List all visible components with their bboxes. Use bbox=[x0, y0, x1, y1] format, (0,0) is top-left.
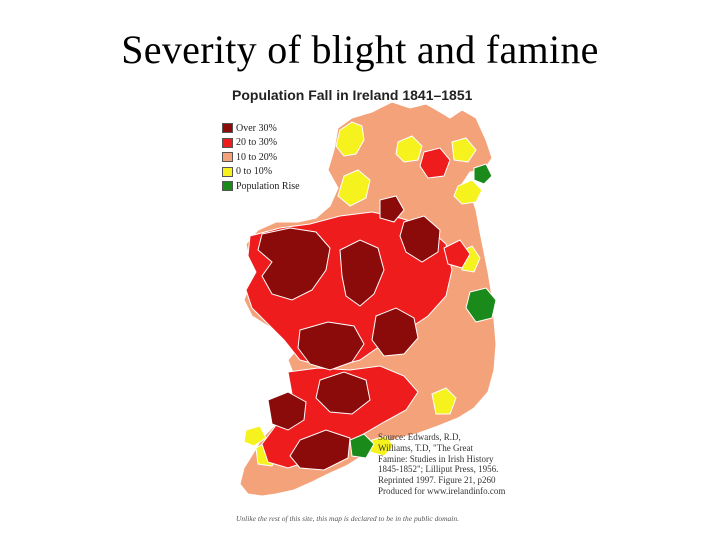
region-rise-cork-city bbox=[349, 433, 375, 459]
legend-swatch-0-10 bbox=[222, 166, 233, 177]
map-title: Population Fall in Ireland 1841–1851 bbox=[232, 87, 473, 103]
legend-item: Population Rise bbox=[222, 179, 300, 194]
map-legend: Over 30% 20 to 30% 10 to 20% 0 to 10% Po… bbox=[222, 121, 300, 194]
source-citation: Source: Edwards, R.D, Williams, T.D, "Th… bbox=[378, 432, 538, 497]
region-0-10-donegal-north bbox=[335, 121, 365, 157]
region-over-30-cavan bbox=[399, 215, 441, 263]
region-rise-dublin bbox=[465, 287, 497, 323]
source-line: Williams, T.D, "The Great bbox=[378, 442, 473, 453]
region-over-30-clare bbox=[297, 321, 365, 371]
legend-label: Population Rise bbox=[236, 180, 300, 192]
legend-label: 10 to 20% bbox=[236, 151, 278, 163]
legend-item: 20 to 30% bbox=[222, 136, 300, 151]
region-20-30-monaghan bbox=[443, 239, 471, 269]
region-0-10-wexford-north bbox=[431, 387, 457, 415]
legend-label: 0 to 10% bbox=[236, 166, 273, 178]
source-line: Produced for www.irelandinfo.com bbox=[378, 485, 506, 496]
legend-swatch-population-rise bbox=[222, 181, 233, 192]
region-0-10-belfast-lough bbox=[453, 179, 483, 205]
legend-swatch-20-30 bbox=[222, 137, 233, 148]
legend-item: 10 to 20% bbox=[222, 150, 300, 165]
region-0-10-donegal-west bbox=[337, 169, 371, 207]
public-domain-note: Unlike the rest of this site, this map i… bbox=[236, 514, 459, 523]
legend-label: 20 to 30% bbox=[236, 137, 278, 149]
region-over-30-mayo bbox=[257, 227, 331, 301]
region-0-10-derry bbox=[395, 135, 423, 163]
region-over-30-limerick bbox=[315, 371, 371, 415]
legend-swatch-10-20 bbox=[222, 152, 233, 163]
region-0-10-antrim bbox=[451, 137, 477, 163]
source-line: Reprinted 1997. Figure 21, p260 bbox=[378, 475, 496, 486]
region-0-10-west-cork bbox=[243, 425, 267, 447]
legend-swatch-over-30 bbox=[222, 123, 233, 134]
region-rise-belfast bbox=[473, 163, 493, 185]
legend-item: Over 30% bbox=[222, 121, 300, 136]
region-20-30-tyrone bbox=[419, 147, 451, 179]
legend-label: Over 30% bbox=[236, 122, 277, 134]
slide-title: Severity of blight and famine bbox=[121, 27, 599, 72]
region-over-30-roscommon bbox=[339, 239, 385, 307]
source-line: Famine: Studies in Irish History bbox=[378, 453, 494, 464]
region-over-30-kerry bbox=[267, 391, 307, 431]
source-line: Source: Edwards, R.D, bbox=[378, 432, 461, 442]
legend-item: 0 to 10% bbox=[222, 165, 300, 180]
region-over-30-cork bbox=[289, 429, 351, 471]
region-over-30-fermanagh bbox=[379, 195, 405, 223]
source-line: 1845-1852"; Lilliput Press, 1956. bbox=[378, 464, 499, 475]
region-over-30-tipperary bbox=[371, 307, 419, 357]
